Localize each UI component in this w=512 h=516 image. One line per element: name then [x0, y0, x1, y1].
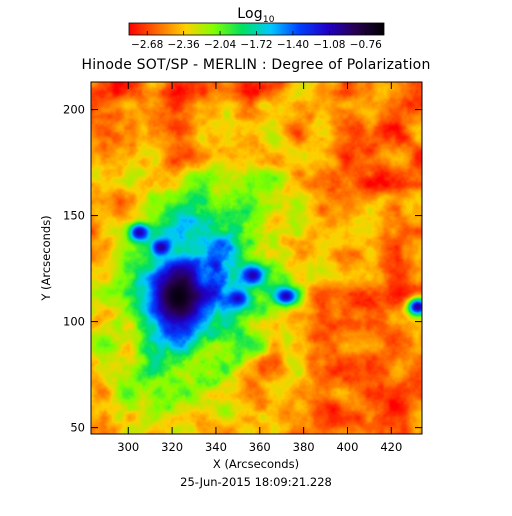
- plot-frame: [90, 81, 423, 435]
- colorbar-label-subscript: 10: [263, 15, 275, 25]
- colorbar-tick-label: −2.36: [168, 39, 200, 51]
- colorbar-label-base: Log: [237, 6, 263, 22]
- timestamp: 25-Jun-2015 18:09:21.228: [180, 475, 332, 489]
- y-tick-label: 200: [63, 103, 85, 117]
- y-tick-label: 50: [70, 421, 85, 435]
- colorbar-ticks: −2.68 −2.36 −2.04 −1.72 −1.40 −1.08 −0.76: [131, 31, 382, 51]
- colorbar-tick-label: −2.04: [204, 39, 236, 51]
- x-tick-label: 360: [249, 440, 271, 454]
- heatmap-container: [91, 82, 422, 434]
- y-axis-ticks: 50 100 150 200: [63, 103, 422, 435]
- colorbar-tick-label: −1.40: [277, 39, 309, 51]
- chart-title: Hinode SOT/SP - MERLIN : Degree of Polar…: [81, 57, 430, 73]
- x-tick-label: 320: [161, 440, 183, 454]
- y-axis-label: Y (Arcseconds): [39, 215, 53, 301]
- y-tick-label: 100: [63, 315, 85, 329]
- heatmap-canvas: [91, 82, 422, 434]
- x-tick-label: 400: [336, 440, 358, 454]
- x-tick-label: 380: [293, 440, 315, 454]
- x-tick-label: 300: [117, 440, 139, 454]
- colorbar-tick-label: −2.68: [131, 39, 163, 51]
- colorbar-tick-label: −0.76: [350, 39, 382, 51]
- colorbar-tick-label: −1.72: [240, 39, 272, 51]
- x-tick-label: 340: [205, 440, 227, 454]
- colorbar-label: Log10: [237, 6, 275, 25]
- x-tick-label: 420: [380, 440, 402, 454]
- colorbar: Log10 −2.68 −2.36 −2.04 −1.72 −1.40 −1.08 −0.7…: [128, 6, 385, 51]
- x-axis-label: X (Arcseconds): [213, 457, 299, 471]
- plot-area: 300 320 340 360 380 400 420 50 100 150 200: [63, 81, 423, 454]
- colorbar-tick-label: −1.08: [313, 39, 345, 51]
- x-axis-ticks: 300 320 340 360 380 400 420: [117, 82, 402, 454]
- y-tick-label: 150: [63, 209, 85, 223]
